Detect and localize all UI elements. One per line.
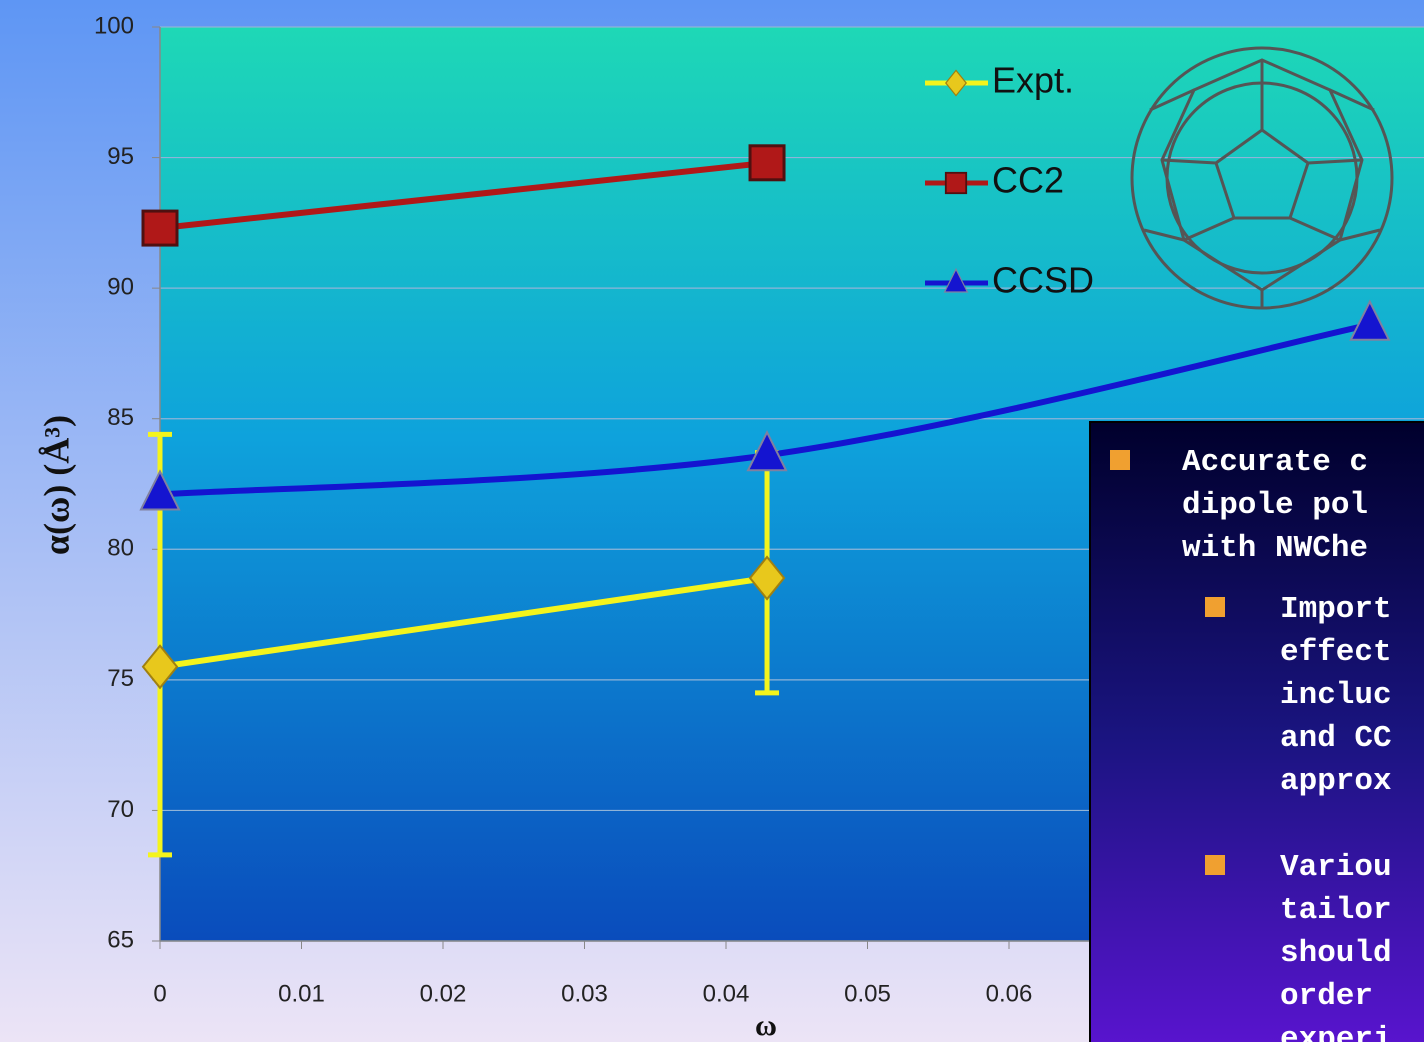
sub-bullet-text: incluc [1280, 678, 1392, 713]
y-tick-label: 100 [94, 12, 134, 39]
x-axis-label: ω [755, 1009, 777, 1042]
bullet-text: Accurate c [1182, 445, 1368, 480]
y-tick-label: 65 [107, 926, 134, 953]
sub-bullet-text: Import [1280, 592, 1392, 627]
bullet-text: dipole pol [1182, 488, 1368, 523]
sub-bullet-text: approx [1280, 764, 1392, 799]
x-tick-label: 0.02 [420, 980, 467, 1007]
sub-bullet-text: and CC [1280, 721, 1392, 756]
x-tick-label: 0.06 [986, 980, 1033, 1007]
y-tick-label: 85 [107, 404, 134, 431]
legend-label: CCSD [992, 260, 1094, 301]
y-tick-label: 95 [107, 143, 134, 170]
x-tick-label: 0.03 [561, 980, 608, 1007]
marker [143, 211, 177, 245]
sub-bullet-icon [1205, 597, 1225, 617]
bullet-icon [1110, 450, 1130, 470]
x-tick-label: 0 [153, 980, 166, 1007]
slide: 65 70 75 80 85 90 95 100 0 0.01 0.02 0.03 0.04 0.05 0.… [0, 0, 1424, 1042]
bullet-text: with NWChe [1182, 531, 1368, 566]
legend-label: Expt. [992, 60, 1074, 101]
sub-bullet-text: Variou [1280, 850, 1392, 885]
sub-bullet-text: order [1280, 979, 1373, 1014]
x-tick-label: 0.05 [844, 980, 891, 1007]
legend-label: CC2 [992, 160, 1064, 201]
marker [750, 146, 784, 180]
x-tick-label: 0.01 [278, 980, 325, 1007]
y-tick-label: 70 [107, 796, 134, 823]
y-tick-label: 75 [107, 665, 134, 692]
sub-bullet-text: experi [1280, 1022, 1392, 1042]
sub-bullet-text: should [1280, 936, 1392, 971]
y-tick-label: 80 [107, 535, 134, 562]
text-box: Accurate c dipole pol with NWChe Import effe… [1090, 422, 1424, 1042]
sub-bullet-text: tailor [1280, 893, 1392, 928]
x-tick-label: 0.04 [703, 980, 750, 1007]
sub-bullet-text: effect [1280, 635, 1392, 670]
y-tick-label: 90 [107, 273, 134, 300]
sub-bullet-icon [1205, 855, 1225, 875]
y-axis-label: α(ω) (Å³) [36, 415, 76, 555]
marker [946, 173, 966, 193]
